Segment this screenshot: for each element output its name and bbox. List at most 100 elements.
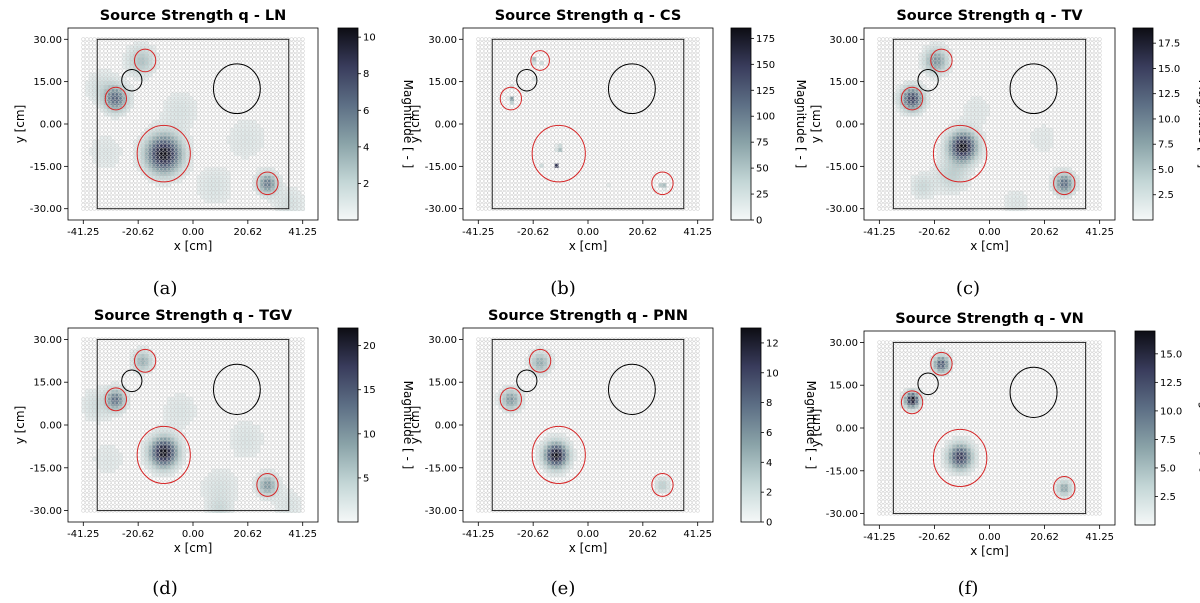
- grid-point-marker: [289, 49, 294, 54]
- grid-point-marker: [85, 41, 90, 46]
- grid-point-marker: [628, 171, 633, 176]
- heatmap-cell: [282, 194, 287, 200]
- grid-point-marker: [543, 135, 548, 140]
- grid-point-marker: [114, 163, 119, 168]
- grid-point-marker: [248, 155, 253, 160]
- grid-point-marker: [107, 123, 112, 128]
- grid-point-marker: [684, 198, 689, 203]
- grid-point-marker: [665, 143, 670, 148]
- grid-point-marker: [498, 187, 503, 192]
- grid-point-marker: [204, 112, 209, 117]
- grid-point-marker: [85, 179, 90, 184]
- grid-point-marker: [632, 127, 637, 132]
- grid-point-marker: [647, 175, 652, 180]
- grid-point-marker: [81, 45, 86, 50]
- grid-point-marker: [539, 183, 544, 188]
- heatmap-cell: [163, 135, 168, 141]
- grid-point-marker: [546, 155, 551, 160]
- grid-point-marker: [248, 80, 253, 85]
- grid-point-marker: [204, 104, 209, 109]
- grid-point-marker: [296, 171, 301, 176]
- grid-point-marker: [651, 171, 656, 176]
- grid-point-marker: [487, 163, 492, 168]
- grid-point-marker: [580, 190, 585, 195]
- grid-point-marker: [148, 187, 153, 192]
- heatmap-cell: [274, 190, 279, 196]
- grid-point-marker: [200, 88, 205, 93]
- grid-point-marker: [684, 143, 689, 148]
- grid-point-marker: [166, 41, 171, 46]
- grid-point-marker: [274, 45, 279, 50]
- grid-point-marker: [267, 147, 272, 152]
- grid-point-marker: [476, 147, 481, 152]
- grid-point-marker: [669, 143, 674, 148]
- grid-point-marker: [647, 139, 652, 144]
- grid-point-marker: [222, 84, 227, 89]
- grid-point-marker: [695, 167, 700, 172]
- grid-point-marker: [487, 187, 492, 192]
- grid-point-marker: [163, 190, 168, 195]
- heatmap-cell: [256, 179, 261, 184]
- grid-point-marker: [580, 187, 585, 192]
- grid-point-marker: [274, 151, 279, 156]
- heatmap-cell: [96, 76, 101, 82]
- grid-point-marker: [591, 131, 596, 136]
- grid-point-marker: [300, 84, 305, 89]
- grid-point-marker: [103, 56, 108, 61]
- grid-point-marker: [695, 202, 700, 207]
- grid-point-marker: [118, 159, 123, 164]
- grid-point-marker: [111, 127, 116, 132]
- grid-point-marker: [133, 135, 138, 140]
- heatmap-cell: [181, 147, 186, 152]
- grid-point-marker: [513, 139, 518, 144]
- grid-point-marker: [129, 131, 134, 136]
- grid-point-marker: [539, 187, 544, 192]
- grid-point-marker: [211, 56, 216, 61]
- heatmap-cell: [133, 60, 138, 66]
- grid-point-marker: [282, 167, 287, 172]
- grid-point-marker: [669, 123, 674, 128]
- grid-point-marker: [487, 202, 492, 207]
- grid-point-marker: [252, 64, 257, 69]
- heatmap-cell: [170, 147, 175, 152]
- grid-point-marker: [237, 198, 242, 203]
- grid-point-marker: [107, 198, 112, 203]
- grid-point-marker: [647, 151, 652, 156]
- grid-point-marker: [625, 198, 630, 203]
- colorbar: [337, 27, 359, 221]
- grid-point-marker: [248, 171, 253, 176]
- heatmap-cell: [230, 131, 235, 137]
- grid-point-marker: [595, 187, 600, 192]
- heatmap-cell: [144, 64, 149, 70]
- grid-point-marker: [278, 96, 283, 101]
- grid-point-marker: [81, 151, 86, 156]
- heatmap-cell: [152, 143, 157, 149]
- grid-point-marker: [520, 171, 525, 176]
- heatmap-cell: [278, 202, 283, 208]
- grid-point-marker: [502, 155, 507, 160]
- grid-point-marker: [632, 179, 637, 184]
- grid-point-marker: [617, 116, 622, 121]
- grid-point-marker: [546, 112, 551, 117]
- grid-point-marker: [296, 139, 301, 144]
- heatmap-cell: [114, 143, 120, 149]
- heatmap-cell: [237, 127, 242, 133]
- grid-point-marker: [137, 198, 142, 203]
- grid-point-marker: [196, 155, 201, 160]
- grid-point-marker: [502, 143, 507, 148]
- grid-point-marker: [595, 131, 600, 136]
- grid-point-marker: [267, 127, 272, 132]
- grid-point-marker: [278, 143, 283, 148]
- grid-point-marker: [129, 194, 134, 199]
- grid-point-marker: [177, 194, 182, 199]
- grid-point-marker: [85, 198, 90, 203]
- heatmap-cell: [122, 88, 127, 93]
- grid-point-marker: [498, 163, 503, 168]
- grid-point-marker: [535, 202, 540, 207]
- grid-point-marker: [207, 100, 212, 105]
- grid-point-marker: [118, 72, 123, 77]
- grid-point-marker: [185, 84, 190, 89]
- grid-point-marker: [267, 116, 272, 121]
- grid-point-marker: [610, 112, 615, 117]
- heatmap-cell: [148, 139, 153, 145]
